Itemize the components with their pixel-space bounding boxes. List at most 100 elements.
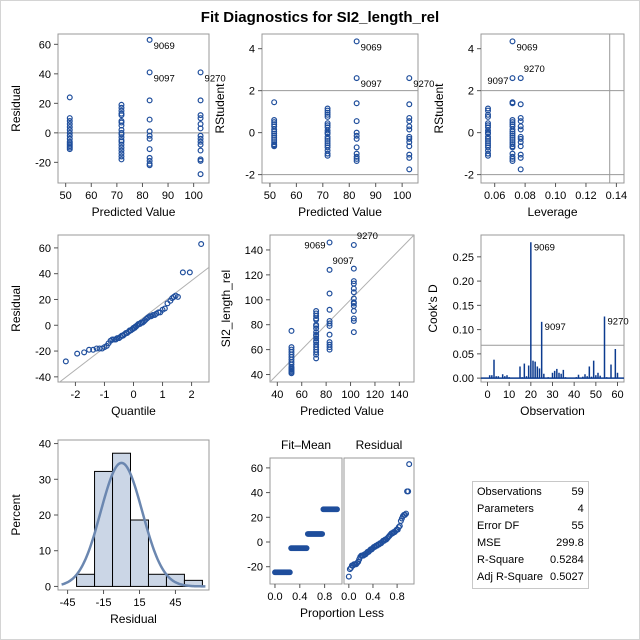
data-point xyxy=(146,69,153,76)
data-point xyxy=(406,101,413,108)
data-point xyxy=(517,154,524,161)
x-tick-label: 0.8 xyxy=(317,591,332,603)
x-tick-label: 15 xyxy=(133,597,145,609)
data-point xyxy=(288,327,295,334)
data-point xyxy=(324,140,331,147)
x-axis-label: Observation xyxy=(520,404,585,418)
data-point xyxy=(509,38,516,45)
data-point xyxy=(324,150,331,157)
data-point xyxy=(509,155,516,162)
histogram-bar xyxy=(147,573,167,587)
plot-area xyxy=(269,457,343,585)
data-point xyxy=(350,265,357,272)
data-point xyxy=(313,325,320,332)
data-point xyxy=(350,317,357,324)
x-tick-label: 60 xyxy=(290,190,302,202)
data-point xyxy=(484,140,491,147)
y-tick-label: 60 xyxy=(39,243,51,255)
data-point xyxy=(402,511,409,518)
x-axis-label: Residual xyxy=(110,612,157,626)
data-point xyxy=(353,155,360,162)
data-point xyxy=(313,312,320,319)
data-point xyxy=(484,144,491,151)
data-point xyxy=(66,129,73,136)
x-tick-label: 0.0 xyxy=(341,591,356,603)
data-point xyxy=(509,144,516,151)
data-point xyxy=(324,135,331,142)
x-tick-label: 10 xyxy=(503,389,515,401)
plot-area xyxy=(343,457,415,585)
data-point xyxy=(118,138,125,145)
point-label: 9270 xyxy=(524,64,545,75)
y-tick-label: 0.15 xyxy=(453,300,474,312)
x-tick-label: 60 xyxy=(85,190,97,202)
data-point xyxy=(197,138,204,145)
data-point xyxy=(353,118,360,125)
data-point xyxy=(517,143,524,150)
fit-stat-row: R-Square 0.5284 xyxy=(476,552,585,569)
y-tick-label: 80 xyxy=(251,320,263,332)
x-tick-label: 140 xyxy=(390,389,408,401)
data-point xyxy=(353,100,360,107)
point-label: 9097 xyxy=(361,79,382,90)
panel-rstudent-vs-pred: 50 60 70 80 90 100 -2 0 2 4 Predicted Value RStuden… xyxy=(213,33,434,219)
data-point xyxy=(406,126,413,133)
y-tick-label: -2 xyxy=(464,170,474,182)
data-point xyxy=(350,307,357,314)
data-point xyxy=(509,130,516,137)
plot-area xyxy=(57,33,210,184)
data-point xyxy=(197,69,204,76)
histogram-bar xyxy=(76,573,96,587)
data-point xyxy=(197,147,204,154)
y-tick-label: 40 xyxy=(251,370,263,382)
data-point xyxy=(197,112,204,119)
data-point xyxy=(353,132,360,139)
x-tick-label: 70 xyxy=(111,190,123,202)
fit-stat-label: Observations xyxy=(477,486,542,498)
data-point xyxy=(350,241,357,248)
data-point xyxy=(271,119,278,126)
panel-observed-vs-pred: 40 60 80 100 120 140 40 60 80 100 120 140 Predicted … xyxy=(219,231,415,418)
data-point xyxy=(324,120,331,127)
data-point xyxy=(406,143,413,150)
x-tick-label: 80 xyxy=(136,190,148,202)
data-point xyxy=(271,117,278,124)
plot-area xyxy=(261,33,419,184)
data-point xyxy=(118,153,125,160)
data-point xyxy=(406,139,413,146)
data-point xyxy=(406,75,413,82)
y-tick-label: 0.10 xyxy=(453,325,474,337)
data-point xyxy=(118,141,125,148)
x-axis-label: Quantile xyxy=(111,404,156,418)
fit-stat-value: 59 xyxy=(571,486,584,498)
data-point xyxy=(93,345,100,352)
point-label: 9270 xyxy=(205,73,226,84)
y-tick-label: 0.25 xyxy=(453,252,474,264)
y-tick-label: 30 xyxy=(39,474,51,486)
data-point xyxy=(406,135,413,142)
data-point xyxy=(198,241,205,248)
fit-stat-value: 0.5284 xyxy=(550,554,584,566)
data-point xyxy=(484,152,491,159)
data-point xyxy=(146,97,153,104)
x-tick-label: 20 xyxy=(525,389,537,401)
data-point xyxy=(146,162,153,169)
x-tick-label: 90 xyxy=(162,190,174,202)
figure-title: Fit Diagnostics for SI2_length_rel xyxy=(200,9,440,26)
data-point xyxy=(324,133,331,140)
data-point xyxy=(66,132,73,139)
data-point xyxy=(484,111,491,118)
x-axis-label: Predicted Value xyxy=(298,205,382,219)
x-tick-label: 0 xyxy=(484,389,490,401)
data-point xyxy=(313,329,320,336)
y-tick-label: 0 xyxy=(45,128,51,140)
data-point xyxy=(350,289,357,296)
data-point xyxy=(406,154,413,161)
data-point xyxy=(271,134,278,141)
data-point xyxy=(484,150,491,157)
data-point xyxy=(324,144,331,151)
data-point xyxy=(90,346,97,353)
data-point xyxy=(509,128,516,135)
data-point xyxy=(286,569,293,576)
x-tick-label: 0.14 xyxy=(606,190,627,202)
